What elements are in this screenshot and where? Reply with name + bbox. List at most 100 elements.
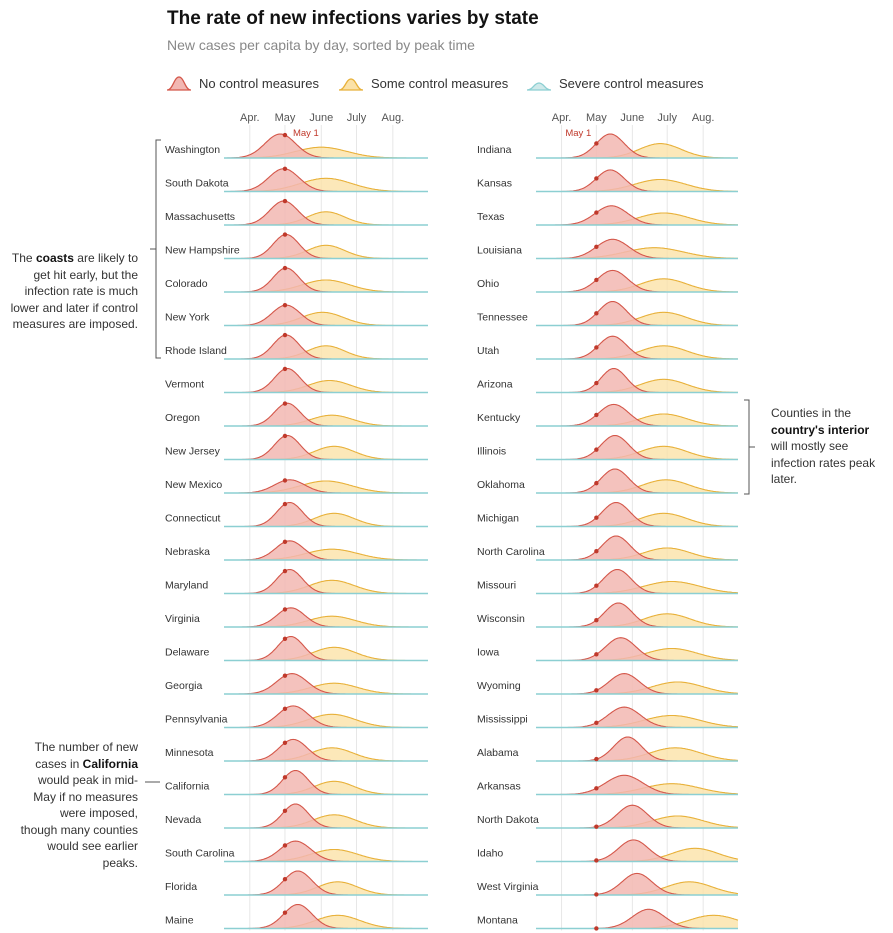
area-some-virginia bbox=[224, 616, 428, 627]
area-none-connecticut bbox=[224, 502, 428, 527]
state-label-maryland: Maryland bbox=[165, 580, 208, 592]
state-label-california: California bbox=[165, 781, 210, 793]
area-some-south-dakota bbox=[224, 178, 428, 192]
may1-dot-utah bbox=[594, 345, 599, 350]
state-label-georgia: Georgia bbox=[165, 680, 203, 692]
state-label-massachusetts: Massachusetts bbox=[165, 211, 235, 223]
area-none-north-dakota bbox=[536, 805, 738, 828]
may1-dot-alabama bbox=[594, 756, 599, 762]
axis-tick-label: May bbox=[275, 112, 296, 124]
may1-dot-wisconsin bbox=[594, 617, 599, 623]
state-label-new-york: New York bbox=[165, 312, 210, 324]
state-label-arizona: Arizona bbox=[477, 379, 513, 391]
area-none-minnesota bbox=[224, 739, 428, 761]
may1-dot-new-mexico bbox=[282, 478, 288, 483]
axis-tick-label: Apr. bbox=[552, 112, 572, 124]
may1-dot-florida bbox=[282, 877, 288, 882]
area-some-georgia bbox=[224, 683, 428, 694]
annotation-california-text-1: The number of new cases in bbox=[34, 740, 138, 771]
area-some-missouri bbox=[536, 581, 738, 594]
may1-marker-label: May 1 bbox=[293, 128, 319, 139]
area-none-north-carolina bbox=[536, 536, 738, 560]
area-some-indiana bbox=[536, 143, 738, 158]
annotation-coasts: The coasts are likely to get hit early, … bbox=[10, 250, 138, 333]
annotation-coasts-text-1: The bbox=[11, 251, 36, 265]
may1-dot-tennessee bbox=[594, 311, 599, 316]
area-none-new-york bbox=[224, 305, 428, 326]
state-label-mississippi: Mississippi bbox=[477, 714, 528, 726]
state-label-oregon: Oregon bbox=[165, 412, 200, 424]
state-label-arkansas: Arkansas bbox=[477, 781, 521, 793]
area-none-wisconsin bbox=[536, 603, 738, 627]
axis-tick-label: Aug. bbox=[692, 112, 715, 124]
annotation-california-bold: California bbox=[82, 756, 138, 771]
state-label-south-carolina: South Carolina bbox=[165, 848, 235, 860]
may1-marker-label: May 1 bbox=[565, 128, 591, 139]
state-label-ohio: Ohio bbox=[477, 278, 499, 290]
area-some-massachusetts bbox=[224, 211, 428, 225]
state-label-minnesota: Minnesota bbox=[165, 747, 214, 759]
area-some-new-mexico bbox=[224, 481, 428, 493]
area-none-massachusetts bbox=[224, 201, 428, 225]
may1-dot-oregon bbox=[282, 401, 288, 406]
area-some-iowa bbox=[536, 648, 738, 661]
line-none-kansas bbox=[536, 169, 738, 193]
area-none-georgia bbox=[224, 673, 428, 694]
state-label-rhode-island: Rhode Island bbox=[165, 345, 227, 357]
state-label-missouri: Missouri bbox=[477, 580, 516, 592]
area-none-arizona bbox=[536, 368, 738, 393]
state-label-indiana: Indiana bbox=[477, 144, 512, 156]
state-label-north-carolina: North Carolina bbox=[477, 546, 545, 558]
state-label-florida: Florida bbox=[165, 881, 197, 893]
state-label-connecticut: Connecticut bbox=[165, 513, 221, 525]
area-some-maryland bbox=[224, 580, 428, 594]
state-label-delaware: Delaware bbox=[165, 647, 210, 659]
area-none-tennessee bbox=[536, 301, 738, 326]
annotation-coasts-text-2: are likely to get hit early, but the inf… bbox=[10, 251, 138, 331]
area-none-washington bbox=[224, 134, 428, 158]
axis-tick-label: June bbox=[309, 112, 333, 124]
area-some-california bbox=[224, 781, 428, 795]
annotation-interior-text-2: will mostly see infection rates peak lat… bbox=[771, 439, 876, 486]
may1-dot-michigan bbox=[594, 515, 599, 520]
state-label-vermont: Vermont bbox=[165, 379, 204, 391]
may1-dot-washington bbox=[282, 132, 288, 138]
axis-tick-label: July bbox=[347, 112, 367, 124]
area-some-mississippi bbox=[536, 715, 738, 728]
legend-label-severe-control: Severe control measures bbox=[559, 76, 704, 91]
may1-dot-colorado bbox=[282, 265, 288, 271]
line-none-florida bbox=[224, 870, 428, 896]
legend-swatch-severe-control bbox=[526, 82, 552, 91]
area-none-nevada bbox=[224, 804, 428, 828]
may1-dot-ohio bbox=[594, 277, 599, 283]
area-some-oklahoma bbox=[536, 479, 738, 493]
may1-dot-georgia bbox=[282, 673, 288, 678]
may1-dot-west-virginia bbox=[594, 892, 599, 897]
may1-dot-texas bbox=[594, 210, 599, 215]
chart-subtitle: New cases per capita by day, sorted by p… bbox=[167, 37, 475, 53]
may1-dot-maine bbox=[282, 910, 288, 915]
bracket-coasts bbox=[155, 139, 161, 359]
area-none-alabama bbox=[536, 737, 738, 761]
area-none-idaho bbox=[536, 839, 738, 862]
area-some-maine bbox=[224, 915, 428, 929]
may1-dot-new-york bbox=[282, 302, 288, 308]
area-some-wyoming bbox=[536, 682, 738, 694]
state-label-texas: Texas bbox=[477, 211, 504, 223]
may1-dot-nevada bbox=[282, 808, 288, 814]
state-label-kansas: Kansas bbox=[477, 178, 512, 190]
legend-label-some-control: Some control measures bbox=[371, 76, 509, 91]
chart-title: The rate of new infections varies by sta… bbox=[167, 8, 539, 29]
may1-dot-massachusetts bbox=[282, 198, 288, 204]
area-some-alabama bbox=[536, 747, 738, 761]
area-none-new-mexico bbox=[224, 479, 428, 493]
may1-dot-missouri bbox=[594, 583, 599, 588]
state-label-new-mexico: New Mexico bbox=[165, 479, 222, 491]
may1-dot-rhode-island bbox=[282, 332, 288, 338]
state-label-louisiana: Louisiana bbox=[477, 245, 522, 257]
may1-dot-delaware bbox=[282, 636, 288, 642]
area-some-nevada bbox=[224, 814, 428, 828]
may1-dot-vermont bbox=[282, 366, 288, 372]
area-none-virginia bbox=[224, 607, 428, 627]
area-none-arkansas bbox=[536, 775, 738, 795]
